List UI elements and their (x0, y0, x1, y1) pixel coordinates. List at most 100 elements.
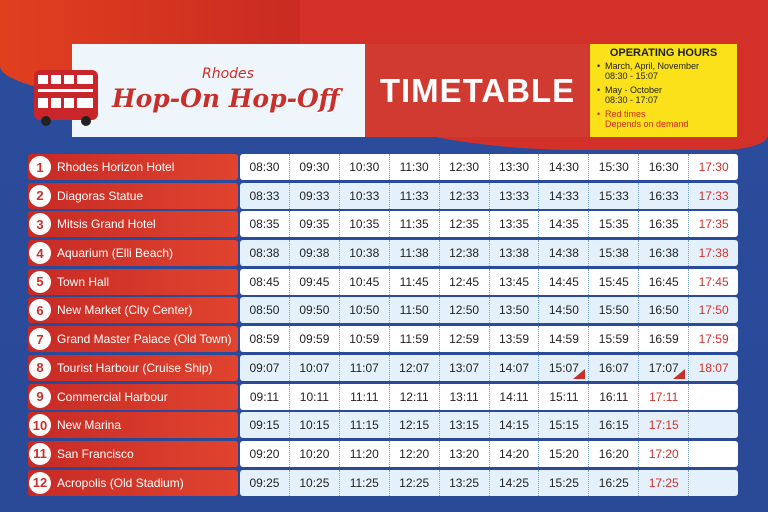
departure-time: 13:33 (490, 182, 540, 209)
operating-hours: OPERATING HOURS March, April, November08… (590, 44, 737, 137)
departure-time: 17:45 (698, 274, 729, 289)
stop-label: 4 Aquarium (Elli Beach) (28, 240, 238, 267)
stop-number: 2 (29, 184, 51, 207)
stop-number: 9 (29, 385, 51, 408)
departure-time: 11:50 (390, 297, 440, 324)
departure-time: 08:35 (240, 211, 290, 238)
stop-label: 11 San Francisco (28, 440, 238, 467)
table-row: 3 Mitsis Grand Hotel 08:35 09:35 10:35 11:35 1… (28, 211, 738, 238)
departure-time (689, 441, 738, 467)
departure-time: 10:20 (290, 440, 340, 467)
departure-times: 08:33 09:33 10:33 11:33 12:33 13:33 14:33 15:33… (240, 182, 738, 209)
departure-time: 10:45 (340, 268, 390, 295)
stop-number: 12 (29, 471, 51, 494)
departure-time: 08:59 (240, 326, 290, 353)
departure-time: 15:33 (589, 182, 640, 209)
table-row: 7 Grand Master Palace (Old Town) 08:59 09:5… (28, 326, 738, 353)
departure-time: 16:59 (639, 326, 690, 353)
departure-times: 09:07 10:07 11:07 12:07 13:07 14:07 15:07 16:07… (240, 354, 738, 381)
departure-time: 09:35 (290, 211, 340, 238)
departure-time: 13:59 (490, 326, 540, 353)
stop-number: 5 (29, 270, 51, 293)
departure-time: 16:45 (639, 268, 690, 295)
departure-time: 15:35 (589, 211, 640, 238)
departure-time: 09:11 (240, 383, 290, 410)
stop-name: Grand Master Palace (Old Town) (57, 332, 232, 347)
departure-time: 10:07 (290, 354, 340, 381)
stop-name: Acropolis (Old Stadium) (57, 475, 184, 490)
table-row: 2 Diagoras Statue 08:33 09:33 10:33 11:33 12:3… (28, 182, 738, 209)
departure-time: 16:33 (639, 182, 690, 209)
departure-time: 08:50 (240, 297, 290, 324)
departure-time: 12:38 (440, 240, 490, 267)
departure-time: 14:33 (539, 182, 590, 209)
stop-label: 9 Commercial Harbour (28, 383, 238, 410)
departure-time: 15:20 (539, 440, 590, 467)
departure-time: 09:45 (290, 268, 340, 295)
departure-time: 09:50 (290, 297, 340, 324)
header-banner: Rhodes Hop-On Hop-Off TIMETABLE OPERATIN… (72, 44, 737, 137)
departure-time: 14:35 (539, 211, 590, 238)
stop-name: New Market (City Center) (57, 303, 193, 318)
departure-time: 17:15 (639, 412, 690, 439)
departure-time: 08:38 (240, 240, 290, 267)
departure-time: 14:15 (490, 412, 540, 439)
stop-number: 3 (29, 213, 51, 236)
stop-label: 12 Acropolis (Old Stadium) (28, 469, 238, 496)
departure-time: 12:50 (440, 297, 490, 324)
stop-label: 5 Town Hall (28, 268, 238, 295)
departure-time: 17:59 (698, 332, 729, 347)
stop-label: 7 Grand Master Palace (Old Town) (28, 326, 238, 353)
double-decker-bus-icon (34, 70, 98, 126)
departure-time: 16:11 (589, 383, 640, 410)
departure-times: 08:59 09:59 10:59 11:59 12:59 13:59 14:59 15:59… (240, 326, 738, 353)
departure-times: 09:11 10:11 11:11 12:11 13:11 14:11 15:11 16:11… (240, 383, 738, 410)
departure-time: 16:15 (589, 412, 640, 439)
departure-time: 11:45 (390, 268, 440, 295)
departure-time: 12:45 (440, 268, 490, 295)
departure-time: 09:07 (240, 354, 290, 381)
departure-time: 15:11 (539, 383, 590, 410)
table-row: 8 Tourist Harbour (Cruise Ship) 09:07 10:07… (28, 354, 738, 381)
departure-time: 12:33 (440, 182, 490, 209)
departure-time: 16:07 (589, 354, 640, 381)
departure-times: 08:38 09:38 10:38 11:38 12:38 13:38 14:38 15:38… (240, 240, 738, 267)
departure-time: 15:59 (589, 326, 640, 353)
departure-time: 17:30 (698, 160, 729, 174)
departure-time: 09:25 (240, 469, 290, 496)
brand-small: Rhodes (202, 66, 254, 82)
stop-number: 6 (29, 299, 51, 322)
departure-time: 16:50 (639, 297, 690, 324)
departure-times: 08:35 09:35 10:35 11:35 12:35 13:35 14:35 15:35… (240, 211, 738, 238)
brand-logo-text: Hop-On Hop-Off (112, 84, 340, 113)
departure-time: 08:30 (240, 154, 290, 180)
departure-time: 10:59 (340, 326, 390, 353)
departure-time: 09:38 (290, 240, 340, 267)
departure-time: 12:35 (440, 211, 490, 238)
stop-label: 1 Rhodes Horizon Hotel (28, 154, 238, 180)
table-row: 9 Commercial Harbour 09:11 10:11 11:11 12:11 1… (28, 383, 738, 410)
stop-name: Town Hall (57, 274, 110, 289)
departure-time: 15:07 (539, 354, 590, 381)
departure-time: 10:35 (340, 211, 390, 238)
departure-time: 10:25 (290, 469, 340, 496)
season-hours: 08:30 - 17:07 (605, 95, 659, 105)
departure-time: 18:07 (698, 360, 729, 375)
departure-time (689, 384, 738, 410)
departure-time: 11:07 (340, 354, 390, 381)
departure-time: 14:20 (490, 440, 540, 467)
season-hours: 08:30 - 15:07 (605, 71, 659, 81)
departure-time: 15:50 (589, 297, 640, 324)
departure-time: 08:33 (240, 182, 290, 209)
departure-times: 09:15 10:15 11:15 12:15 13:15 14:15 15:15 16:15… (240, 412, 738, 439)
departure-time: 11:20 (340, 440, 390, 467)
stop-name: Rhodes Horizon Hotel (57, 160, 175, 174)
departure-time: 17:38 (698, 246, 729, 261)
departure-time: 14:07 (490, 354, 540, 381)
departure-time: 09:15 (240, 412, 290, 439)
departure-time: 11:11 (340, 383, 390, 410)
departure-time: 12:25 (390, 469, 440, 496)
departure-time: 11:30 (390, 154, 440, 180)
departure-time: 14:50 (539, 297, 590, 324)
